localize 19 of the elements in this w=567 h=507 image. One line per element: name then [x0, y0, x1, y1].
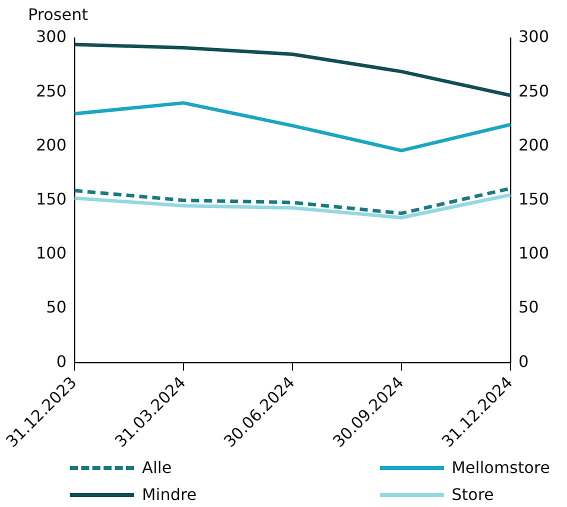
y2-tick-label: 0 — [518, 352, 529, 371]
y-tick-label: 300 — [36, 27, 67, 46]
legend-label: Store — [452, 485, 494, 504]
y-tick-label: 0 — [56, 352, 67, 371]
y2-tick-label: 300 — [518, 27, 550, 46]
y-tick-label: 150 — [36, 189, 67, 208]
y2-tick-label: 100 — [518, 244, 550, 263]
legend-label: Mindre — [142, 485, 197, 504]
y2-tick-label: 50 — [518, 298, 539, 317]
y-tick-label: 250 — [36, 81, 67, 100]
legend-label: Mellomstore — [452, 458, 550, 477]
y-tick-label: 50 — [46, 298, 67, 317]
y2-tick-label: 200 — [518, 135, 550, 154]
y-tick-label: 200 — [36, 135, 67, 154]
y2-tick-label: 150 — [518, 189, 550, 208]
y2-tick-label: 250 — [518, 81, 550, 100]
legend-label: Alle — [142, 458, 172, 477]
y-tick-label: 100 — [36, 244, 67, 263]
y-axis-title: Prosent — [28, 5, 88, 24]
